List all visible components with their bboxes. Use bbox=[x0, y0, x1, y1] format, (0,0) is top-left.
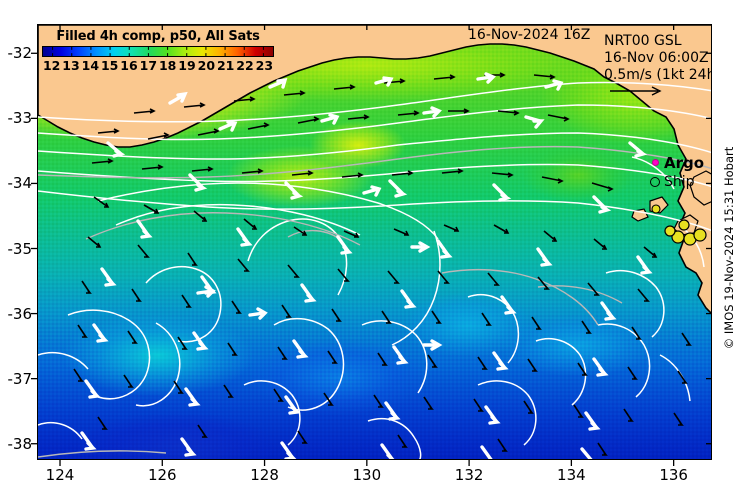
y-tick--36: -36 bbox=[7, 304, 33, 323]
x-tick-128: 128 bbox=[250, 466, 279, 484]
y-tick--32: -32 bbox=[7, 44, 33, 63]
map-plot-area[interactable]: Filled 4h comp, p50, All Sats 12 13 14 15 16… bbox=[37, 24, 712, 460]
colorbar-tick-19: 19 bbox=[178, 58, 196, 73]
current-vector-arrows bbox=[73, 72, 692, 456]
ship-circle-icon bbox=[646, 176, 664, 187]
land-polygon bbox=[38, 25, 711, 315]
colorbar-tick-18: 18 bbox=[158, 58, 177, 73]
gsl-product-label: NRT00 GSL bbox=[604, 33, 682, 49]
legend-item-ship: Ship bbox=[646, 172, 704, 191]
date-stamp: 16-Nov-2024 16Z bbox=[468, 27, 591, 43]
y-tick--38: -38 bbox=[7, 434, 33, 453]
colorbar-tick-17: 17 bbox=[139, 58, 158, 73]
colorbar-tick-23: 23 bbox=[255, 58, 274, 73]
x-tick-126: 126 bbox=[147, 466, 177, 484]
x-tick-124: 124 bbox=[45, 466, 75, 484]
y-tick--35: -35 bbox=[7, 239, 33, 258]
gsl-velocity-arrows bbox=[80, 72, 653, 459]
map-overlay-layer bbox=[38, 25, 711, 459]
colorbar: Filled 4h comp, p50, All Sats 12 13 14 15 16… bbox=[42, 29, 274, 73]
colorbar-tick-15: 15 bbox=[100, 58, 119, 73]
copyright-credit: © IMOS 19-Nov-2024 15:31 Hobart bbox=[722, 146, 736, 350]
x-tick-130: 130 bbox=[352, 466, 382, 484]
velocity-scale-arrow-icon bbox=[610, 86, 662, 96]
argo-dot-icon bbox=[646, 159, 664, 166]
colorbar-tick-20: 20 bbox=[197, 58, 216, 73]
gsl-scale-label: 0.5m/s (1kt 24h) bbox=[604, 67, 712, 83]
colorbar-tick-13: 13 bbox=[62, 58, 80, 73]
colorbar-gradient bbox=[42, 46, 274, 57]
gsl-info-block: NRT00 GSL 16-Nov 06:00Z 0.5m/s (1kt 24h) bbox=[604, 33, 712, 102]
x-tick-134: 134 bbox=[557, 466, 586, 484]
colorbar-title: Filled 4h comp, p50, All Sats bbox=[56, 29, 260, 44]
colorbar-tick-21: 21 bbox=[216, 58, 235, 73]
colorbar-tickmarks bbox=[52, 47, 264, 56]
y-tick--37: -37 bbox=[7, 369, 33, 388]
ship-markers[interactable] bbox=[651, 204, 707, 246]
colorbar-tick-16: 16 bbox=[120, 58, 138, 73]
marker-legend: Argo Ship bbox=[646, 153, 704, 191]
x-tick-136: 136 bbox=[659, 466, 688, 484]
gsl-time-label: 16-Nov 06:00Z bbox=[604, 50, 709, 66]
colorbar-tick-14: 14 bbox=[81, 58, 100, 73]
y-tick--33: -33 bbox=[7, 109, 33, 128]
sst-contour-lines-previous bbox=[38, 145, 711, 458]
y-tick--34: -34 bbox=[7, 174, 33, 193]
colorbar-tick-labels: 12 13 14 15 16 17 18 19 20 21 22 23 bbox=[42, 58, 274, 73]
legend-label-ship: Ship bbox=[664, 173, 695, 190]
colorbar-tick-12: 12 bbox=[42, 58, 61, 73]
x-tick-132: 132 bbox=[454, 466, 484, 484]
sst-contour-lines bbox=[38, 81, 711, 459]
legend-label-argo: Argo bbox=[664, 153, 705, 172]
legend-item-argo: Argo bbox=[646, 153, 704, 172]
colorbar-tick-22: 22 bbox=[236, 58, 254, 73]
